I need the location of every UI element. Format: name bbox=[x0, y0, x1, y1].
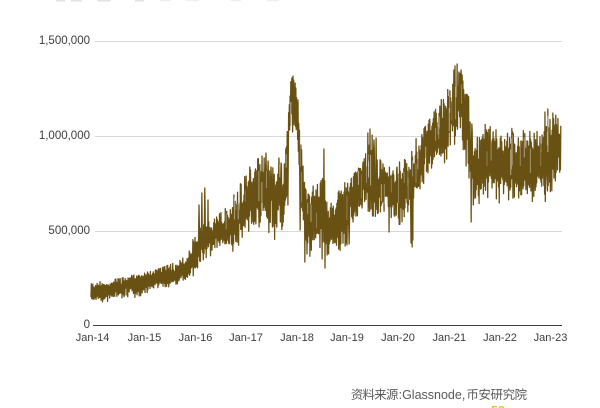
svg-text:58: 58 bbox=[491, 404, 505, 408]
svg-text::Glassnode,: :Glassnode, bbox=[399, 388, 466, 402]
